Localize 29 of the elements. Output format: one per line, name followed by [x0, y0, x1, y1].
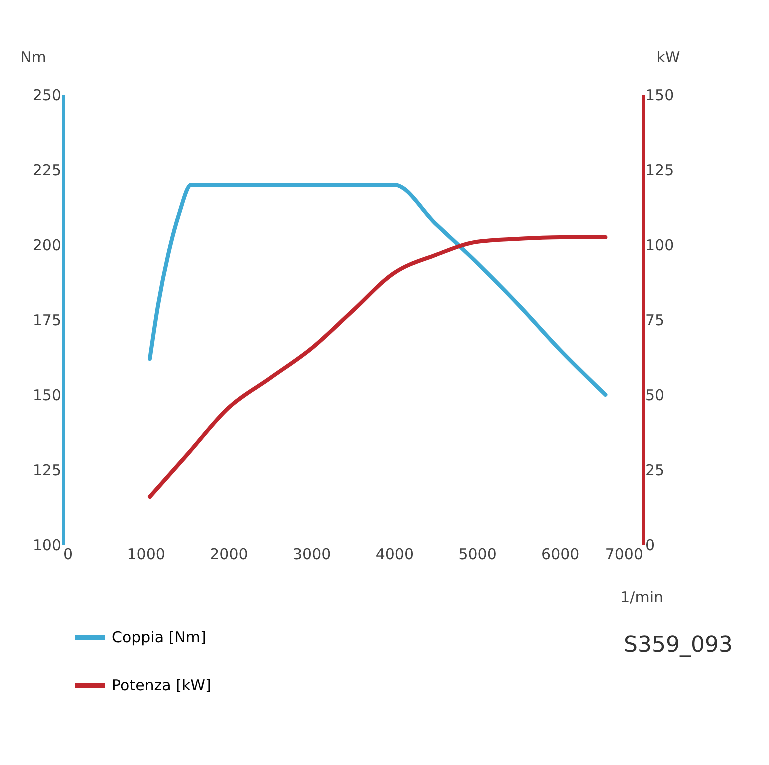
- y-tick-label: 175: [32, 312, 62, 330]
- line-series: [148, 183, 608, 397]
- y2-tick-label: 100: [646, 236, 674, 254]
- y-tick-label: 125: [32, 462, 62, 480]
- y-tick-label: 200: [32, 236, 62, 254]
- x-tick-label: 2000: [210, 546, 248, 564]
- x-tick-label: 4000: [376, 546, 414, 564]
- legend-label: Potenza [kW]: [112, 676, 212, 694]
- y-tick-label: 100: [32, 536, 62, 554]
- x-axis-title: 1/min: [620, 588, 664, 606]
- line-series: [148, 236, 608, 499]
- y-axis-title: Nm: [20, 48, 46, 66]
- x-tick-label: 7000: [605, 546, 644, 564]
- legend-label: Coppia [Nm]: [112, 628, 206, 646]
- y2-tick-label: 125: [646, 162, 674, 180]
- x-tick-label: 5000: [458, 546, 497, 564]
- y-tick-label: 225: [32, 162, 62, 180]
- y-tick-label: 150: [32, 386, 62, 404]
- x-tick-label: 3000: [292, 546, 332, 564]
- x-tick-label: 0: [64, 546, 74, 564]
- text: S359_093: [624, 633, 733, 658]
- x-tick-label: 6000: [542, 546, 580, 564]
- y2-tick-label: 75: [646, 312, 665, 330]
- y2-tick-label: 50: [646, 386, 665, 404]
- y2-tick-label: 25: [646, 462, 665, 480]
- y2-tick-label: 150: [646, 86, 674, 104]
- y2-axis-title: kW: [656, 48, 680, 66]
- x-tick-label: 1000: [127, 546, 166, 564]
- y-tick-label: 250: [32, 86, 62, 104]
